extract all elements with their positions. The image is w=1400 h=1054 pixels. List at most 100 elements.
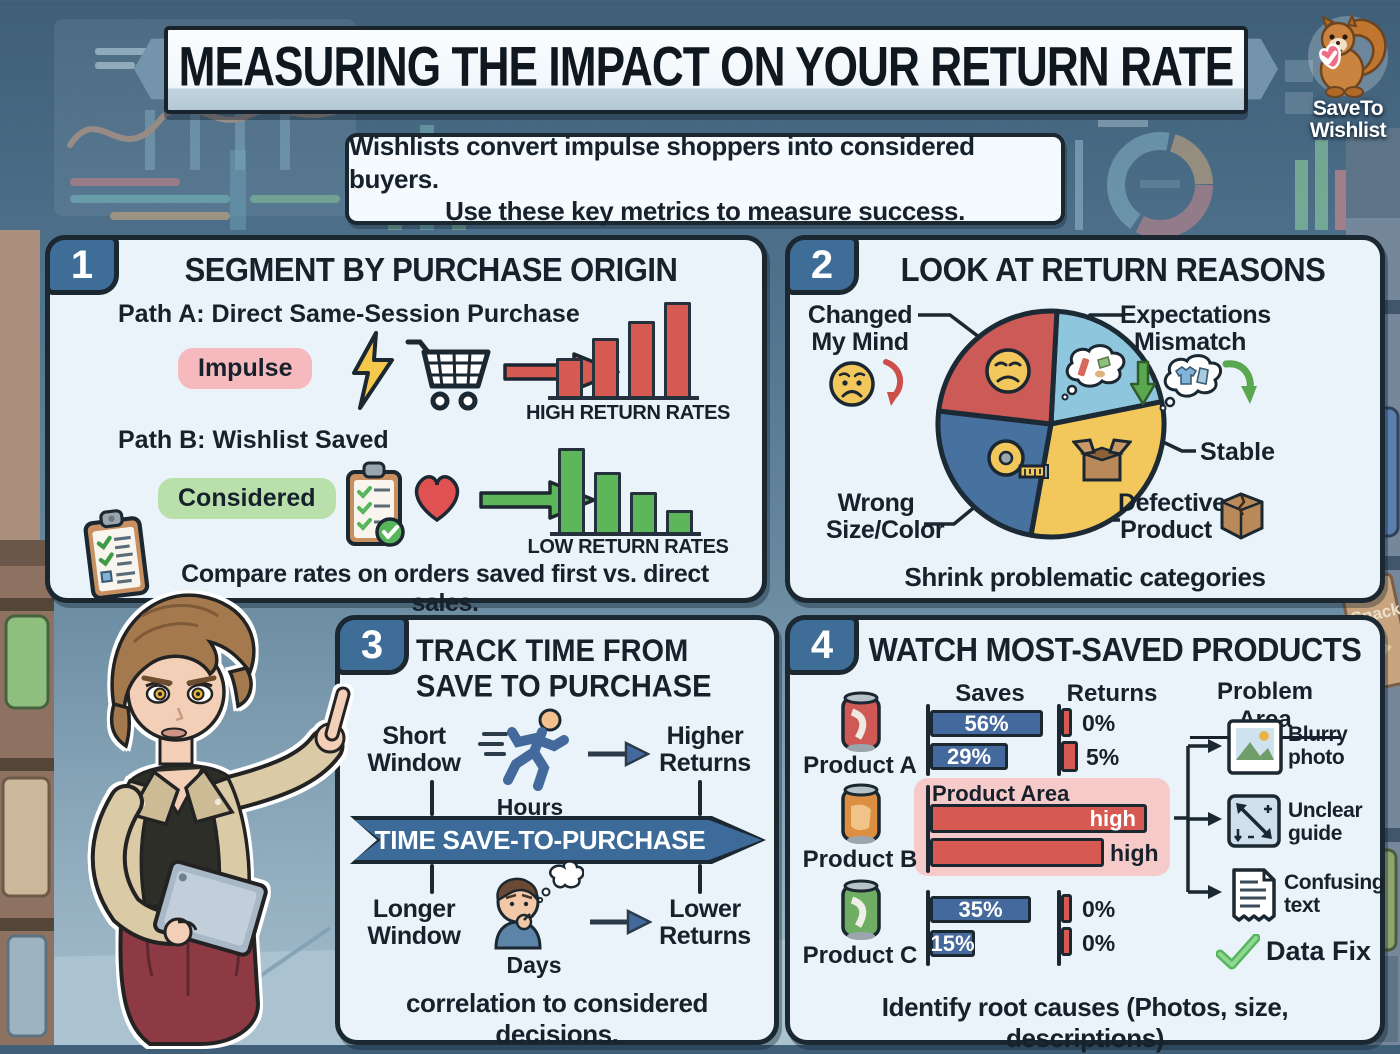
axis — [926, 704, 930, 776]
longer-window-label: Longer Window — [367, 895, 461, 950]
axis — [926, 785, 930, 873]
lower-returns-label: Lower Returns — [659, 895, 751, 950]
high-return-caption: HIGH RETURN RATES — [526, 402, 730, 424]
product-b-label: Product B — [802, 846, 918, 873]
green-down-arrow-icon — [1130, 360, 1156, 406]
pie-label-changed-my-mind: Changed My Mind — [807, 301, 913, 356]
cracked-box-icon — [1220, 492, 1264, 540]
panel-most-saved-products: 4 WATCH MOST-SAVED PRODUCTS Saves Return… — [785, 615, 1385, 1053]
column-header-saves: Saves — [955, 680, 1025, 707]
tick-mark — [430, 864, 434, 894]
pie-label-stable: Stable — [1200, 438, 1276, 466]
lightning-icon — [352, 331, 394, 410]
product-area-label: Product Area — [932, 781, 1070, 806]
panel-4-number-badge: 4 — [785, 615, 859, 675]
returns-bar-a1 — [1061, 708, 1072, 737]
panel-1-title: SEGMENT BY PURCHASE ORIGIN — [184, 250, 678, 289]
panel-2-title: LOOK AT RETURN REASONS — [900, 250, 1326, 289]
panel-return-reasons: 2 LOOK AT RETURN REASONS — [785, 235, 1385, 603]
hours-label: Hours — [496, 794, 564, 820]
returns-bar-c1 — [1061, 894, 1072, 923]
brand-logo: SaveTo Wishlist — [1296, 12, 1400, 142]
subtitle-line-2: Use these key metrics to measure success… — [445, 196, 965, 227]
size-guide-icon — [1227, 794, 1281, 848]
panel-1-number-badge: 1 — [45, 235, 119, 295]
tape-measure-icon — [987, 439, 1049, 479]
panel-3-caption: correlation to considered decisions. — [405, 988, 709, 1049]
returns-bar-c2 — [1061, 927, 1072, 956]
arrow-right-icon — [590, 908, 652, 936]
title-ribbon: MEASURING THE IMPACT ON YOUR RETURN RATE — [134, 26, 1278, 114]
brand-name: SaveTo Wishlist — [1309, 97, 1387, 143]
axis — [1057, 704, 1061, 776]
confusing-text-label: Confusing text — [1284, 871, 1385, 917]
panel-3-title: TRACK TIME FROM SAVE TO PURCHASE — [416, 634, 712, 705]
panel-2-number-badge: 2 — [785, 235, 859, 295]
soda-can-icon-green — [841, 879, 881, 940]
returns-value-c2: 0% — [1082, 930, 1116, 956]
green-curve-arrow-icon — [1222, 360, 1257, 404]
shirts-bubble-icon — [1159, 354, 1222, 412]
path-a-label: Path A: Direct Same-Session Purchase — [118, 300, 580, 328]
blurry-photo-label: Blurry photo — [1288, 723, 1348, 769]
problem-connector-lines — [1174, 739, 1222, 899]
level-bar-b1: high — [930, 804, 1147, 833]
tick-mark — [698, 780, 702, 816]
thought-bubble-icon — [1061, 344, 1126, 401]
returns-value-c1: 0% — [1082, 896, 1116, 922]
tick-mark — [698, 864, 702, 894]
saves-bar-a1: 56% — [930, 710, 1043, 737]
panel-2-caption: Shrink problematic categories — [904, 562, 1266, 592]
receipt-icon — [1232, 868, 1276, 922]
panel-1-caption: Compare rates on orders saved first vs. … — [181, 560, 709, 617]
check-icon — [1216, 934, 1260, 970]
analyst-character — [90, 593, 351, 1046]
heart-icon — [414, 475, 460, 523]
soda-can-icon-orange — [841, 783, 881, 844]
panel-track-time: 3 TRACK TIME FROM SAVE TO PURCHASE Short W… — [335, 615, 779, 1049]
unclear-guide-label: Unclear guide — [1288, 799, 1363, 845]
data-fix-label: Data Fix — [1266, 936, 1372, 966]
pie-label-expectations-mismatch: Expectations Mismatch — [1120, 301, 1271, 356]
squirrel-logo-icon — [1308, 13, 1388, 98]
considered-pill: Considered — [158, 478, 336, 519]
axis — [926, 890, 930, 966]
level-bar-b2 — [930, 838, 1104, 867]
clipboard-check-icon — [346, 461, 405, 547]
low-return-caption: LOW RETURN RATES — [527, 536, 729, 558]
page-title: MEASURING THE IMPACT ON YOUR RETURN RATE — [178, 34, 1235, 97]
pie-label-defective-product: Defective Product — [1118, 489, 1226, 544]
returns-value-a1: 0% — [1082, 710, 1116, 736]
low-return-bar-chart — [550, 448, 701, 536]
photo-icon — [1227, 719, 1283, 775]
return-reasons-pie-chart — [935, 308, 1167, 540]
subtitle-box: Wishlists convert impulse shoppers into … — [345, 131, 1065, 227]
product-a-label: Product A — [803, 752, 917, 779]
axis — [1057, 890, 1061, 966]
panel-4-title: WATCH MOST-SAVED PRODUCTS — [868, 630, 1362, 669]
higher-returns-label: Higher Returns — [659, 722, 751, 777]
level-value-b2: high — [1110, 840, 1159, 866]
open-box-icon — [1072, 438, 1132, 482]
panel-3-number-badge: 3 — [335, 615, 409, 675]
returns-bar-a2 — [1061, 741, 1078, 772]
impulse-pill: Impulse — [178, 348, 313, 389]
high-return-bar-chart — [548, 302, 699, 400]
short-window-label: Short Window — [367, 722, 461, 777]
thinker-icon — [494, 860, 584, 950]
cart-icon — [405, 339, 491, 411]
arrow-right-icon — [588, 740, 650, 768]
tick-mark — [430, 780, 434, 816]
product-c-label: Product C — [802, 942, 918, 969]
saves-bar-c2: 15% — [930, 930, 975, 957]
soda-can-icon-red — [841, 691, 881, 752]
red-curl-arrow-icon — [883, 359, 904, 406]
column-header-returns: Returns — [1066, 680, 1158, 707]
worried-face-icon — [829, 361, 875, 407]
panel-segment-by-purchase-origin: 1 SEGMENT BY PURCHASE ORIGIN Path A: Dir… — [45, 235, 767, 617]
sad-face-icon — [985, 348, 1031, 394]
pie-label-wrong-size-color: Wrong Size/Color — [826, 489, 945, 544]
title-ribbon-face: MEASURING THE IMPACT ON YOUR RETURN RATE — [164, 26, 1248, 114]
days-label: Days — [506, 952, 562, 978]
path-b-label: Path B: Wishlist Saved — [118, 426, 389, 454]
